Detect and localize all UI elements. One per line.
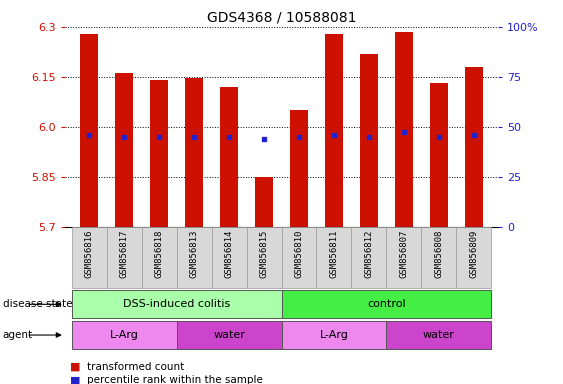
- FancyBboxPatch shape: [282, 321, 386, 349]
- FancyBboxPatch shape: [212, 227, 247, 288]
- Bar: [115, 73, 133, 227]
- Text: GSM856813: GSM856813: [190, 230, 199, 278]
- Bar: [360, 53, 378, 227]
- FancyBboxPatch shape: [72, 291, 282, 318]
- FancyBboxPatch shape: [282, 291, 491, 318]
- FancyBboxPatch shape: [177, 321, 282, 349]
- FancyBboxPatch shape: [142, 227, 177, 288]
- Text: GSM856811: GSM856811: [329, 230, 338, 278]
- FancyBboxPatch shape: [386, 227, 421, 288]
- Bar: [465, 67, 482, 227]
- Text: GSM856809: GSM856809: [470, 230, 479, 278]
- FancyBboxPatch shape: [72, 227, 107, 288]
- Text: GSM856807: GSM856807: [399, 230, 408, 278]
- Text: control: control: [367, 299, 406, 310]
- Bar: [255, 177, 272, 227]
- Text: water: water: [213, 330, 245, 340]
- FancyBboxPatch shape: [107, 227, 142, 288]
- FancyBboxPatch shape: [177, 227, 212, 288]
- FancyBboxPatch shape: [247, 227, 282, 288]
- Bar: [395, 32, 413, 227]
- Text: L-Arg: L-Arg: [320, 330, 348, 340]
- Text: GSM856818: GSM856818: [155, 230, 164, 278]
- Bar: [430, 83, 448, 227]
- Text: percentile rank within the sample: percentile rank within the sample: [87, 375, 263, 384]
- Bar: [150, 80, 168, 227]
- Text: GSM856814: GSM856814: [225, 230, 234, 278]
- Bar: [325, 33, 343, 227]
- FancyBboxPatch shape: [316, 227, 351, 288]
- Text: disease state: disease state: [3, 299, 72, 310]
- FancyBboxPatch shape: [72, 321, 177, 349]
- Text: transformed count: transformed count: [87, 362, 185, 372]
- Text: ■: ■: [70, 375, 81, 384]
- Text: ■: ■: [70, 362, 81, 372]
- Text: GSM856812: GSM856812: [364, 230, 373, 278]
- Bar: [291, 110, 308, 227]
- Bar: [81, 33, 98, 227]
- FancyBboxPatch shape: [282, 227, 316, 288]
- Text: GSM856810: GSM856810: [294, 230, 303, 278]
- FancyBboxPatch shape: [421, 227, 456, 288]
- Text: agent: agent: [3, 330, 33, 340]
- Text: GSM856817: GSM856817: [120, 230, 129, 278]
- Text: GSM856815: GSM856815: [260, 230, 269, 278]
- Text: water: water: [423, 330, 455, 340]
- Text: GSM856816: GSM856816: [84, 230, 93, 278]
- Text: DSS-induced colitis: DSS-induced colitis: [123, 299, 230, 310]
- FancyBboxPatch shape: [456, 227, 491, 288]
- FancyBboxPatch shape: [351, 227, 386, 288]
- Text: GSM856808: GSM856808: [434, 230, 443, 278]
- Bar: [220, 87, 238, 227]
- Text: L-Arg: L-Arg: [110, 330, 138, 340]
- Title: GDS4368 / 10588081: GDS4368 / 10588081: [207, 10, 356, 24]
- FancyBboxPatch shape: [386, 321, 491, 349]
- Bar: [185, 78, 203, 227]
